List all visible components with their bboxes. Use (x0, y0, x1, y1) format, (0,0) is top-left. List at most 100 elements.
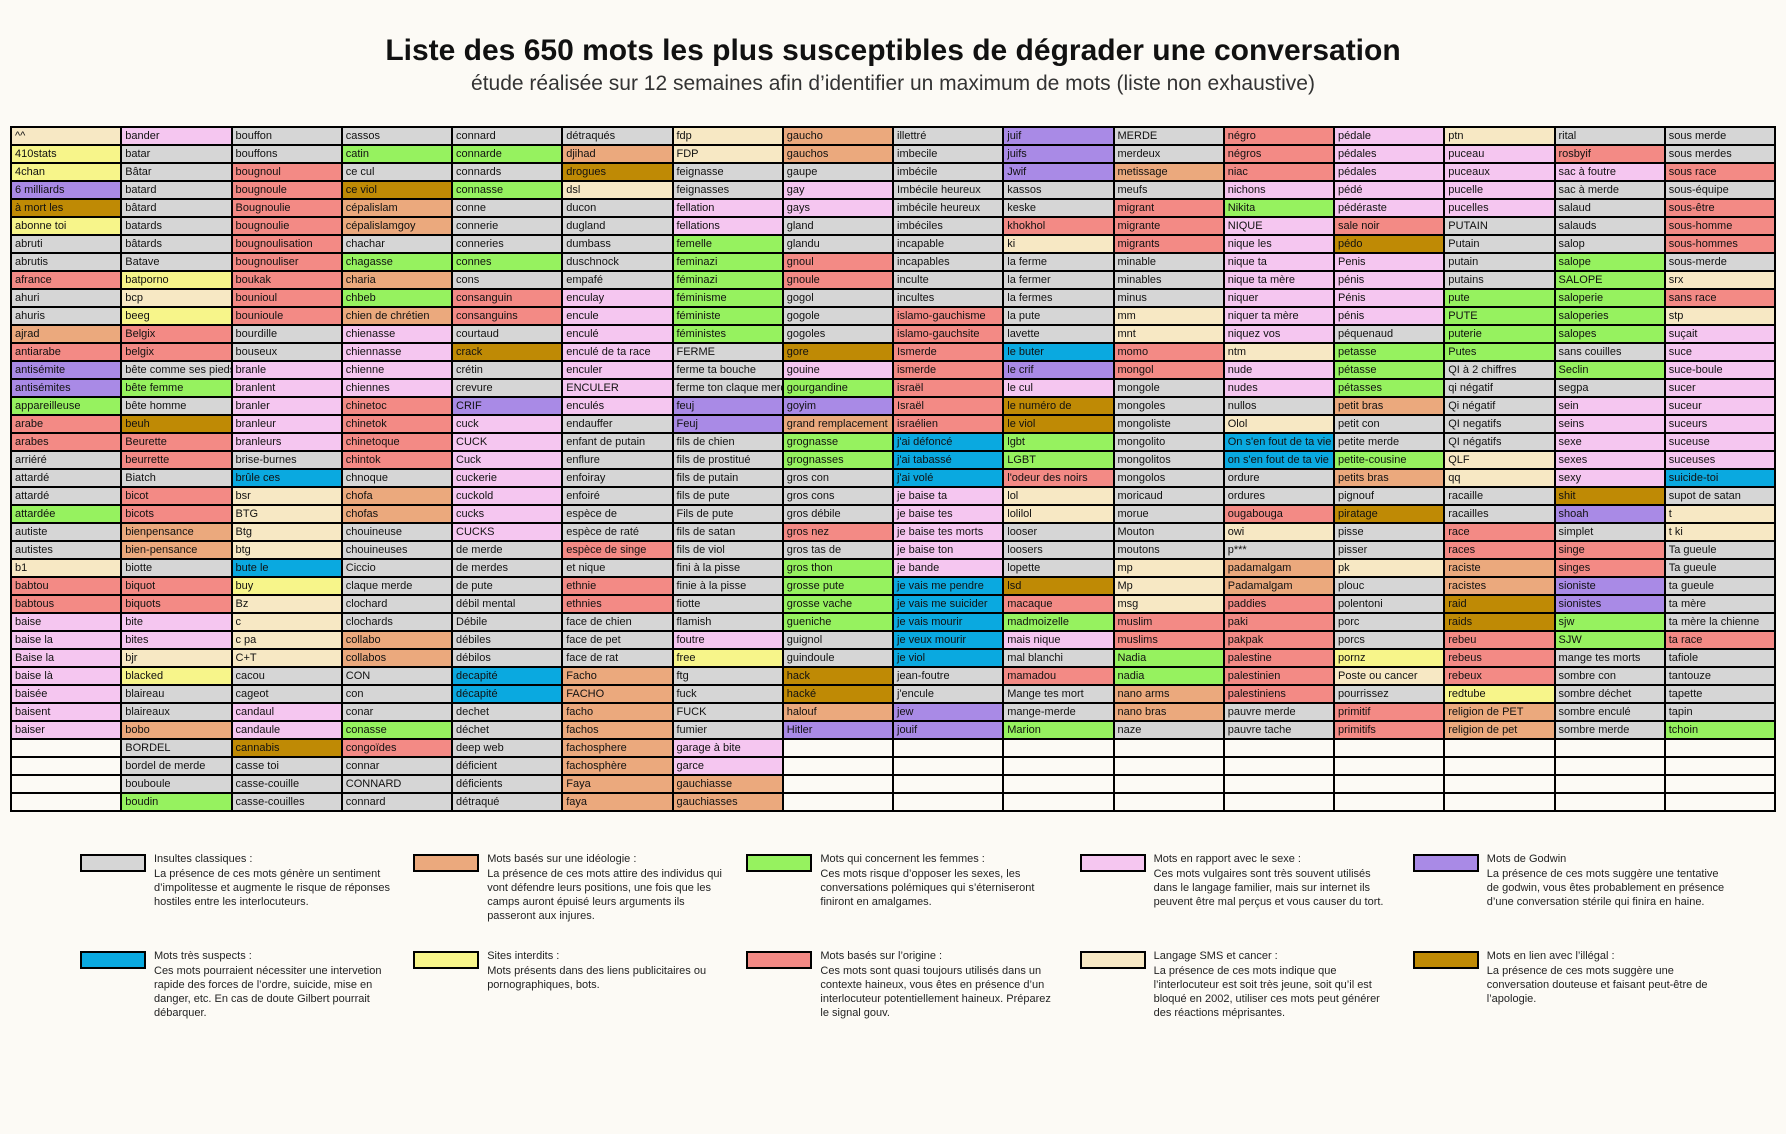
word-cell: branlent (232, 380, 343, 398)
word-cell: pédé (1335, 182, 1446, 200)
word-cell (1114, 758, 1225, 776)
word-cell: empafé (563, 272, 674, 290)
word-cell: drogues (563, 164, 674, 182)
word-cell: muslim (1114, 614, 1225, 632)
word-cell: cépalislamgoy (342, 218, 453, 236)
word-cell: Fils de pute (673, 506, 784, 524)
word-cell: chouineuse (342, 524, 453, 542)
word-cell: attardé (12, 470, 123, 488)
word-cell: 6 milliards (12, 182, 123, 200)
word-cell: bounioule (232, 308, 343, 326)
word-cell: gros cons (783, 488, 894, 506)
word-cell: Mp (1114, 578, 1225, 596)
word-cell: p*** (1224, 542, 1335, 560)
word-cell: ethnie (563, 578, 674, 596)
word-cell: Putain (1445, 236, 1556, 254)
word-cell: le crif (1004, 362, 1115, 380)
word-cell: srx (1665, 272, 1776, 290)
word-cell: b1 (12, 560, 123, 578)
word-cell: Olol (1224, 416, 1335, 434)
legend-swatch (1412, 854, 1479, 872)
word-cell: connerie (453, 218, 564, 236)
word-cell: dechet (453, 704, 564, 722)
word-cell (783, 776, 894, 794)
word-cell: redtube (1445, 686, 1556, 704)
word-cell: connarde (453, 146, 564, 164)
word-cell (1445, 776, 1556, 794)
word-cell: religion de PET (1445, 704, 1556, 722)
word-cell: MERDE (1114, 128, 1225, 146)
word-cell: clochard (342, 596, 453, 614)
legend-text: Insultes classiques : La présence de ces … (154, 852, 393, 923)
word-cell: faya (563, 794, 674, 812)
word-cell: à mort les (12, 200, 123, 218)
word-cell (783, 794, 894, 812)
word-cell: singes (1555, 560, 1666, 578)
word-cell: CRIF (453, 398, 564, 416)
word-cell: rosbyif (1555, 146, 1666, 164)
word-cell (1665, 740, 1776, 758)
word-cell: piratage (1335, 506, 1446, 524)
word-cell: bicots (122, 506, 233, 524)
word-cell: congoïdes (342, 740, 453, 758)
word-cell: NIQUE (1224, 218, 1335, 236)
word-cell: déchet (453, 722, 564, 740)
word-cell: pénis (1335, 272, 1446, 290)
word-cell: suceuse (1665, 434, 1776, 452)
word-cell: palestine (1224, 650, 1335, 668)
word-cell: QI à 2 chiffres (1445, 362, 1556, 380)
word-cell: gros débile (783, 506, 894, 524)
word-cell: salop (1555, 236, 1666, 254)
word-cell: plouc (1335, 578, 1446, 596)
word-cell: pk (1335, 560, 1446, 578)
word-cell: j'ai volé (894, 470, 1005, 488)
word-cell (1004, 740, 1115, 758)
word-cell: ce viol (342, 182, 453, 200)
word-cell: cépalislam (342, 200, 453, 218)
word-cell: cuckerie (453, 470, 564, 488)
word-cell: putains (1445, 272, 1556, 290)
word-cell: Bâtar (122, 164, 233, 182)
word-cell: chien de chrétien (342, 308, 453, 326)
word-cell: QI negatifs (1445, 416, 1556, 434)
word-cell (1555, 794, 1666, 812)
word-cell: gnoul (783, 254, 894, 272)
word-cell: enfoiray (563, 470, 674, 488)
word-cell: suceurs (1665, 416, 1776, 434)
word-cell (1445, 740, 1556, 758)
word-cell: imbécile heureux (894, 200, 1005, 218)
word-cell (1114, 776, 1225, 794)
word-cell: raids (1445, 614, 1556, 632)
word-cell: boudin (122, 794, 233, 812)
word-cell: catin (342, 146, 453, 164)
word-cell: CON (342, 668, 453, 686)
word-cell: gueniche (783, 614, 894, 632)
legend-heading: Mots en rapport avec le sexe : (1153, 853, 1301, 865)
word-cell: la pute (1004, 308, 1115, 326)
word-cell (1224, 740, 1335, 758)
word-cell (1445, 794, 1556, 812)
word-cell: pauvre merde (1224, 704, 1335, 722)
word-cell: pédales (1335, 146, 1446, 164)
word-cell: bête comme ses pieds (122, 362, 233, 380)
word-cell: puceau (1445, 146, 1556, 164)
word-cell: de pute (453, 578, 564, 596)
word-cell: ta gueule (1665, 578, 1776, 596)
word-cell: nano bras (1114, 704, 1225, 722)
word-cell: biquot (122, 578, 233, 596)
word-cell: simplet (1555, 524, 1666, 542)
word-cell: gourgandine (783, 380, 894, 398)
word-cell: claque merde (342, 578, 453, 596)
word-cell: BTG (232, 506, 343, 524)
word-cell: Biatch (122, 470, 233, 488)
word-cell: ahuri (12, 290, 123, 308)
word-cell: ferme ton claque merde (673, 380, 784, 398)
word-cell (1555, 758, 1666, 776)
word-cell: puceaux (1445, 164, 1556, 182)
word-cell: saloperies (1555, 308, 1666, 326)
word-cell: Faya (563, 776, 674, 794)
word-cell: babtous (12, 596, 123, 614)
legend-description: La présence de ces mots suggère une conv… (1486, 965, 1708, 1005)
word-cell: illettré (894, 128, 1005, 146)
word-cell: nano arms (1114, 686, 1225, 704)
